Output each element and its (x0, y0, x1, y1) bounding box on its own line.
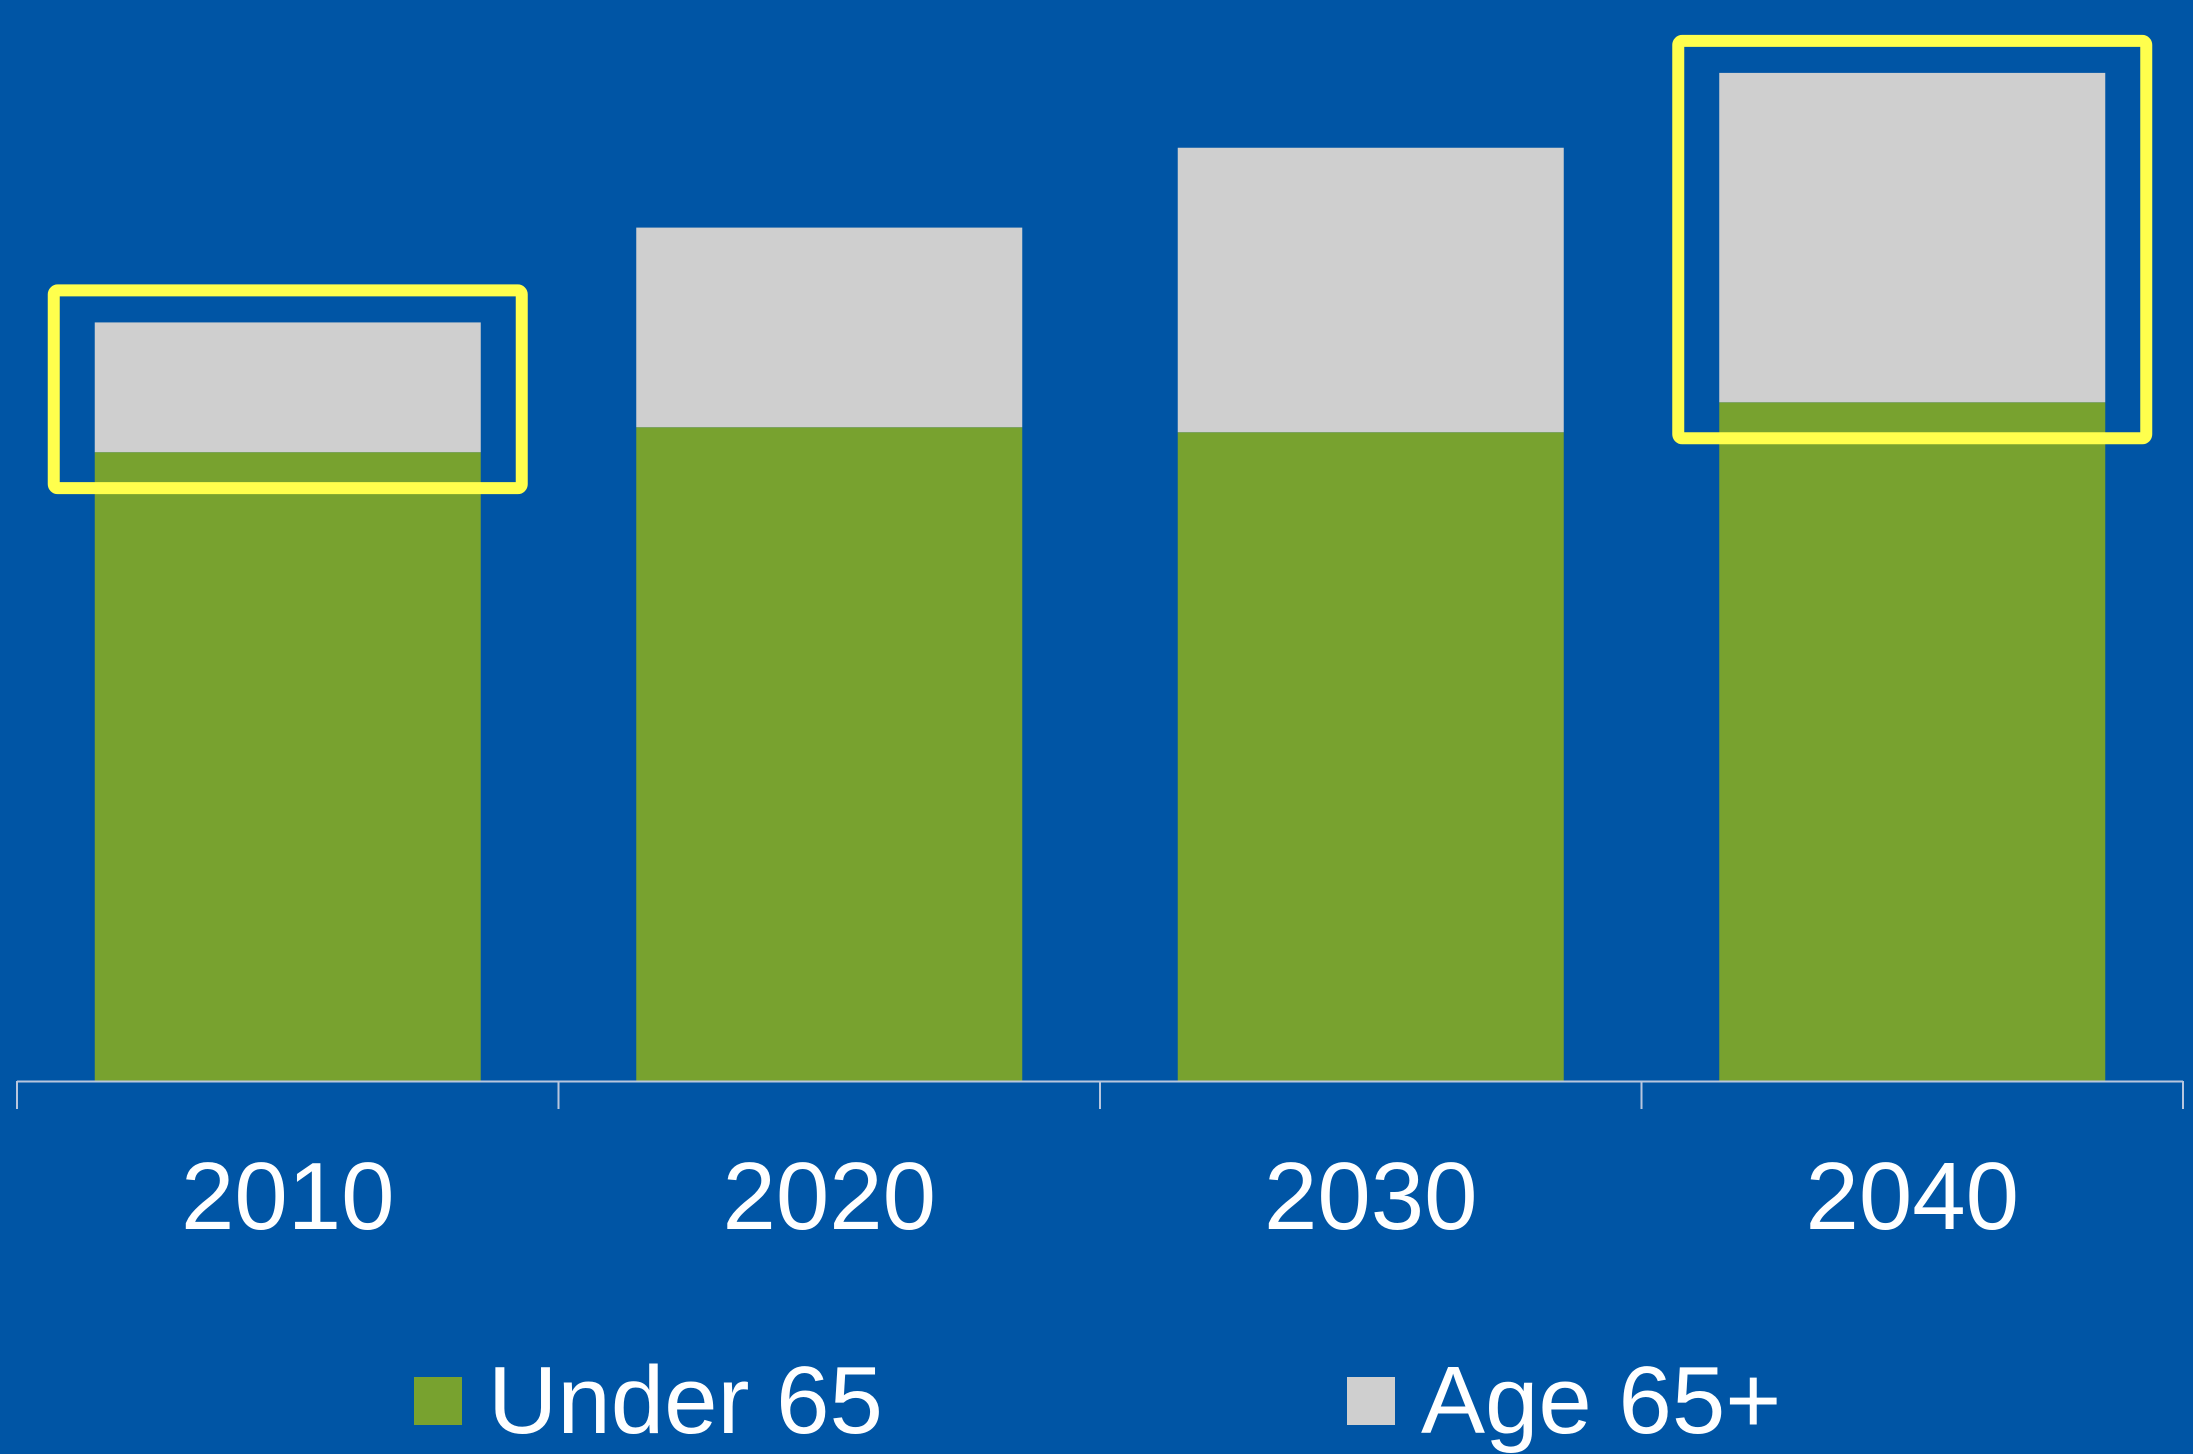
bar-2020-under-65 (636, 427, 1023, 1081)
highlight-box-2010 (47, 284, 528, 495)
x-tick-label-2020: 2020 (722, 1143, 936, 1250)
legend-swatch-under-65 (414, 1377, 462, 1425)
bar-2030-under-65 (1177, 432, 1564, 1081)
x-tick-label-2040: 2040 (1805, 1143, 2019, 1250)
x-tick-label-2030: 2030 (1264, 1143, 1478, 1250)
bar-2010-under-65 (94, 452, 481, 1081)
bar-2010-age-65 (94, 322, 481, 453)
highlight-box-2040 (1672, 34, 2153, 445)
legend-label-age-65-plus: Age 65+ (1421, 1347, 1782, 1454)
legend-item-age-65-plus: Age 65+ (1347, 1347, 1782, 1454)
bar-2040-age-65 (1719, 72, 2106, 403)
legend-label-under-65: Under 65 (488, 1347, 883, 1454)
bar-2040-under-65 (1719, 402, 2106, 1082)
legend-item-under-65: Under 65 (414, 1347, 883, 1454)
legend-swatch-age-65-plus (1347, 1377, 1395, 1425)
chart-legend: Under 65 Age 65+ (0, 1347, 2193, 1454)
x-tick-label-2010: 2010 (181, 1143, 395, 1250)
bar-2030-age-65 (1177, 147, 1564, 433)
bar-2020-age-65 (636, 227, 1023, 428)
